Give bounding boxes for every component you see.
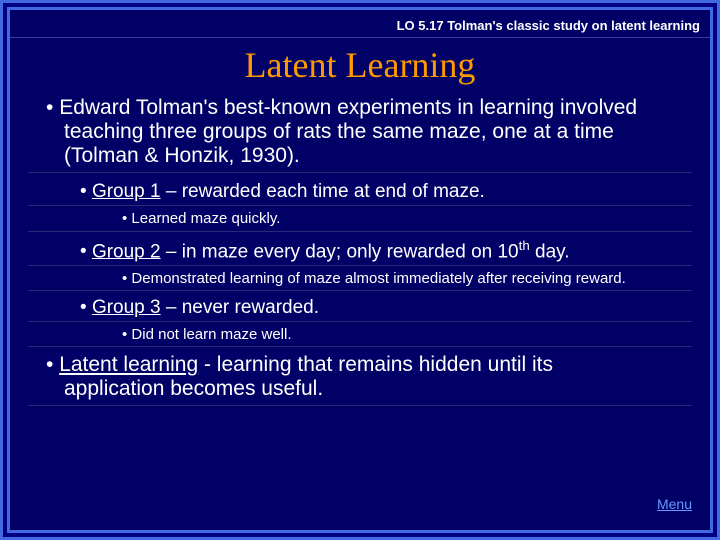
bullet-group1: Group 1 – rewarded each time at end of m… <box>28 181 692 206</box>
bullet-group2: Group 2 – in maze every day; only reward… <box>28 238 692 266</box>
group2-sup: th <box>519 238 530 253</box>
latent-label: Latent learning <box>59 353 198 376</box>
learning-objective-header: LO 5.17 Tolman's classic study on latent… <box>10 18 710 38</box>
bullet-intro: Edward Tolman's best-known experiments i… <box>28 96 692 173</box>
group2-text-b: day. <box>530 241 570 262</box>
slide-inner-border: LO 5.17 Tolman's classic study on latent… <box>7 7 713 533</box>
slide-outer-border: LO 5.17 Tolman's classic study on latent… <box>0 0 720 540</box>
group1-label: Group 1 <box>92 181 161 202</box>
group2-label: Group 2 <box>92 241 161 262</box>
menu-link[interactable]: Menu <box>657 496 692 512</box>
group3-text: – never rewarded. <box>161 297 319 318</box>
group3-label: Group 3 <box>92 297 161 318</box>
slide-title: Latent Learning <box>10 38 710 96</box>
bullet-group3: Group 3 – never rewarded. <box>28 297 692 322</box>
bullet-group1-sub: Learned maze quickly. <box>28 210 692 231</box>
group2-text-a: – in maze every day; only rewarded on 10 <box>161 241 519 262</box>
bullet-group3-sub: Did not learn maze well. <box>28 326 692 347</box>
group1-text: – rewarded each time at end of maze. <box>161 181 485 202</box>
bullet-latent-definition: Latent learning - learning that remains … <box>28 353 692 406</box>
slide-content: Edward Tolman's best-known experiments i… <box>10 96 710 406</box>
bullet-group2-sub: Demonstrated learning of maze almost imm… <box>28 270 692 291</box>
